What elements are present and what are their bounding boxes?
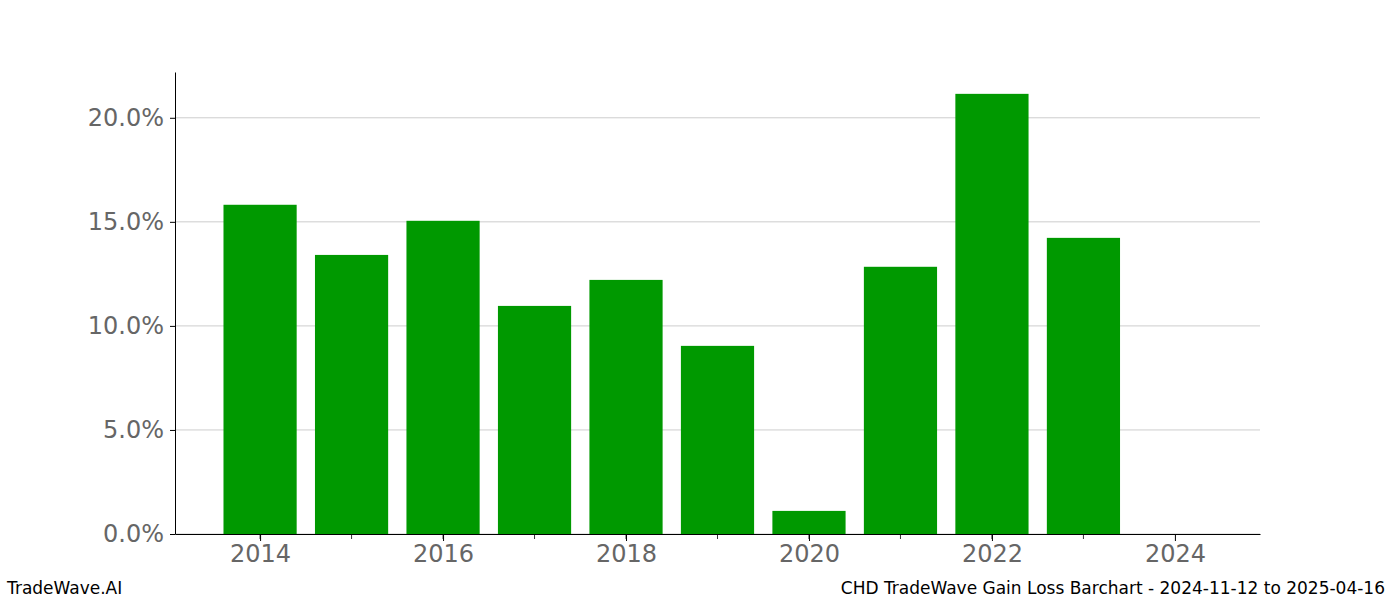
chart: 2014 2016 2018 2020 2022 2024 0.0% 5.0% 10.0% 15.… [0, 0, 1400, 600]
bar [864, 267, 937, 534]
x-tick: 2014 [230, 534, 291, 568]
y-tick-label: 20.0% [88, 104, 164, 132]
bar [772, 511, 845, 534]
grid-line [175, 221, 1260, 222]
x-tick: 2024 [1145, 534, 1206, 568]
title: CHD TradeWave Gain Loss Barchart - 2024-… [841, 578, 1385, 598]
y-axis-line [175, 73, 176, 535]
x-tick: 2016 [413, 534, 474, 568]
bar [955, 94, 1028, 534]
footer-left: TradeWave.AI [6, 578, 122, 598]
bar [498, 306, 571, 534]
y-tick-label: 0.0% [103, 520, 164, 548]
y-tick: 5.0% [103, 416, 175, 444]
x-tick-label: 2022 [962, 540, 1023, 568]
bar [223, 205, 296, 534]
y-tick-mark [170, 430, 175, 431]
y-axis: 0.0% 5.0% 10.0% 15.0% 20.0% [88, 73, 176, 549]
bar [406, 221, 479, 534]
y-tick-mark [170, 222, 175, 223]
x-axis: 2014 2016 2018 2020 2022 2024 [176, 534, 1261, 568]
y-tick-mark [170, 118, 175, 119]
grid-line [175, 117, 1260, 118]
y-tick: 20.0% [88, 104, 175, 132]
y-tick: 10.0% [88, 312, 175, 340]
y-tick-mark [170, 326, 175, 327]
grid [175, 118, 1260, 534]
bar [315, 255, 388, 534]
x-tick: 2022 [962, 534, 1023, 568]
x-tick: 2020 [779, 534, 840, 568]
y-tick-label: 10.0% [88, 312, 164, 340]
bar [589, 280, 662, 534]
y-tick-label: 15.0% [88, 208, 164, 236]
x-tick: 2018 [596, 534, 657, 568]
x-tick-label: 2020 [779, 540, 840, 568]
bar [681, 346, 754, 534]
x-axis-line [176, 534, 1261, 535]
y-tick-mark [170, 534, 175, 535]
y-tick: 0.0% [103, 520, 175, 548]
x-tick-label: 2016 [413, 540, 474, 568]
y-tick: 15.0% [88, 208, 175, 236]
y-tick-label: 5.0% [103, 416, 164, 444]
x-tick-label: 2018 [596, 540, 657, 568]
plot: 2014 2016 2018 2020 2022 2024 0.0% 5.0% 10.0% 15.… [88, 73, 1261, 569]
x-tick-label: 2024 [1145, 540, 1206, 568]
bars [223, 94, 1120, 534]
x-tick-label: 2014 [230, 540, 291, 568]
bar [1047, 238, 1120, 534]
